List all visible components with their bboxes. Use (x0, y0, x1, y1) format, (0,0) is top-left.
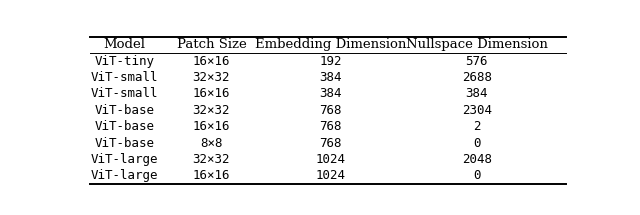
Text: 32×32: 32×32 (193, 104, 230, 117)
Text: 8×8: 8×8 (200, 137, 223, 149)
Text: 2048: 2048 (462, 153, 492, 166)
Text: ViT-large: ViT-large (91, 169, 158, 182)
Text: Nullspace Dimension: Nullspace Dimension (406, 38, 548, 51)
Text: ViT-base: ViT-base (95, 120, 155, 133)
Text: ViT-small: ViT-small (91, 71, 158, 84)
Text: 16×16: 16×16 (193, 55, 230, 68)
Text: ViT-base: ViT-base (95, 104, 155, 117)
Text: 384: 384 (319, 88, 342, 100)
Text: 768: 768 (319, 120, 342, 133)
Text: 1024: 1024 (316, 169, 346, 182)
Text: ViT-large: ViT-large (91, 153, 158, 166)
Text: 2: 2 (473, 120, 481, 133)
Text: 1024: 1024 (316, 153, 346, 166)
Text: 2304: 2304 (462, 104, 492, 117)
Text: ViT-small: ViT-small (91, 88, 158, 100)
Text: 16×16: 16×16 (193, 169, 230, 182)
Text: 0: 0 (473, 137, 481, 149)
Text: 768: 768 (319, 137, 342, 149)
Text: 16×16: 16×16 (193, 88, 230, 100)
Text: 32×32: 32×32 (193, 71, 230, 84)
Text: ViT-tiny: ViT-tiny (95, 55, 155, 68)
Text: 0: 0 (473, 169, 481, 182)
Text: 2688: 2688 (462, 71, 492, 84)
Text: 32×32: 32×32 (193, 153, 230, 166)
Text: Embedding Dimension: Embedding Dimension (255, 38, 406, 51)
Text: 576: 576 (465, 55, 488, 68)
Text: Model: Model (104, 38, 146, 51)
Text: 192: 192 (319, 55, 342, 68)
Text: ViT-base: ViT-base (95, 137, 155, 149)
Text: 384: 384 (319, 71, 342, 84)
Text: Patch Size: Patch Size (177, 38, 246, 51)
Text: 768: 768 (319, 104, 342, 117)
Text: 384: 384 (465, 88, 488, 100)
Text: 16×16: 16×16 (193, 120, 230, 133)
